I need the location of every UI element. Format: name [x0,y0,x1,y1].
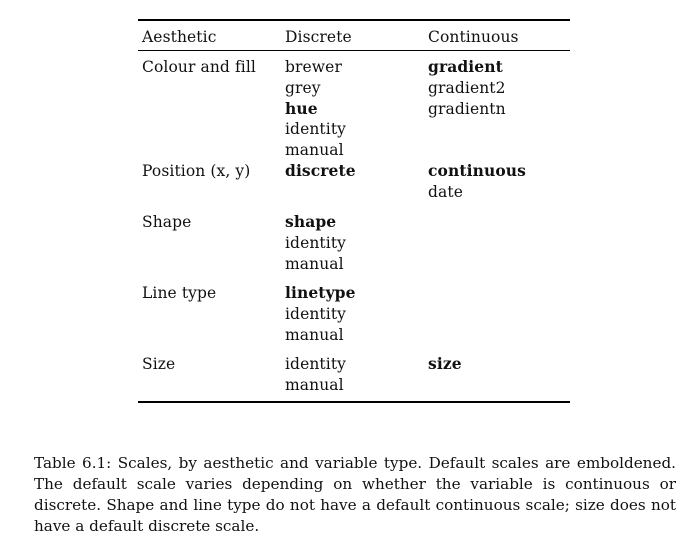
scale-name: identity [285,120,347,139]
scale-name: identity [285,355,347,373]
aesthetic-cell: Shape [142,213,192,231]
continuous-cell: gradient gradient2 gradientn [428,57,506,119]
header-aesthetic: Aesthetic [142,28,217,46]
scale-name: manual [285,141,344,160]
aesthetic-cell: Size [142,355,176,373]
scale-name: identity [285,233,347,252]
scale-name: date [428,182,463,201]
default-scale-name: continuous [428,161,526,180]
discrete-cell: discrete [285,161,356,182]
scale-name: gradient2 [428,78,506,97]
table-bottom-rule [138,401,570,403]
table-header-rule [138,50,570,51]
scale-name: manual [285,375,344,394]
table-top-rule [138,19,570,21]
scale-name: manual [285,254,344,273]
aesthetic-cell: Colour and fill [142,58,256,76]
default-scale-name: gradient [428,57,503,76]
header-continuous: Continuous [428,28,519,46]
scale-name: manual [285,325,344,344]
table-header-row: Aesthetic Discrete Continuous [138,27,570,47]
discrete-cell: shape identity manual [285,212,346,274]
default-scale-name: shape [285,212,337,231]
aesthetic-cell: Line type [142,284,217,302]
discrete-cell: brewer grey hue identity manual [285,57,346,161]
scale-name: grey [285,78,321,97]
default-scale-name: hue [285,98,318,118]
default-scale-name: linetype [285,283,356,302]
discrete-cell: identity manual [285,354,346,396]
default-scale-name: size [428,354,462,373]
scale-name: brewer [285,58,342,76]
aesthetic-cell: Position (x, y) [142,162,251,180]
table-caption: Table 6.1: Scales, by aesthetic and vari… [34,454,676,536]
continuous-cell: size [428,354,462,375]
discrete-cell: linetype identity manual [285,283,356,345]
default-scale-name: discrete [285,161,356,180]
continuous-cell: continuous date [428,161,526,203]
scale-name: identity [285,304,347,323]
scale-name: gradientn [428,99,506,118]
header-discrete: Discrete [285,28,352,46]
